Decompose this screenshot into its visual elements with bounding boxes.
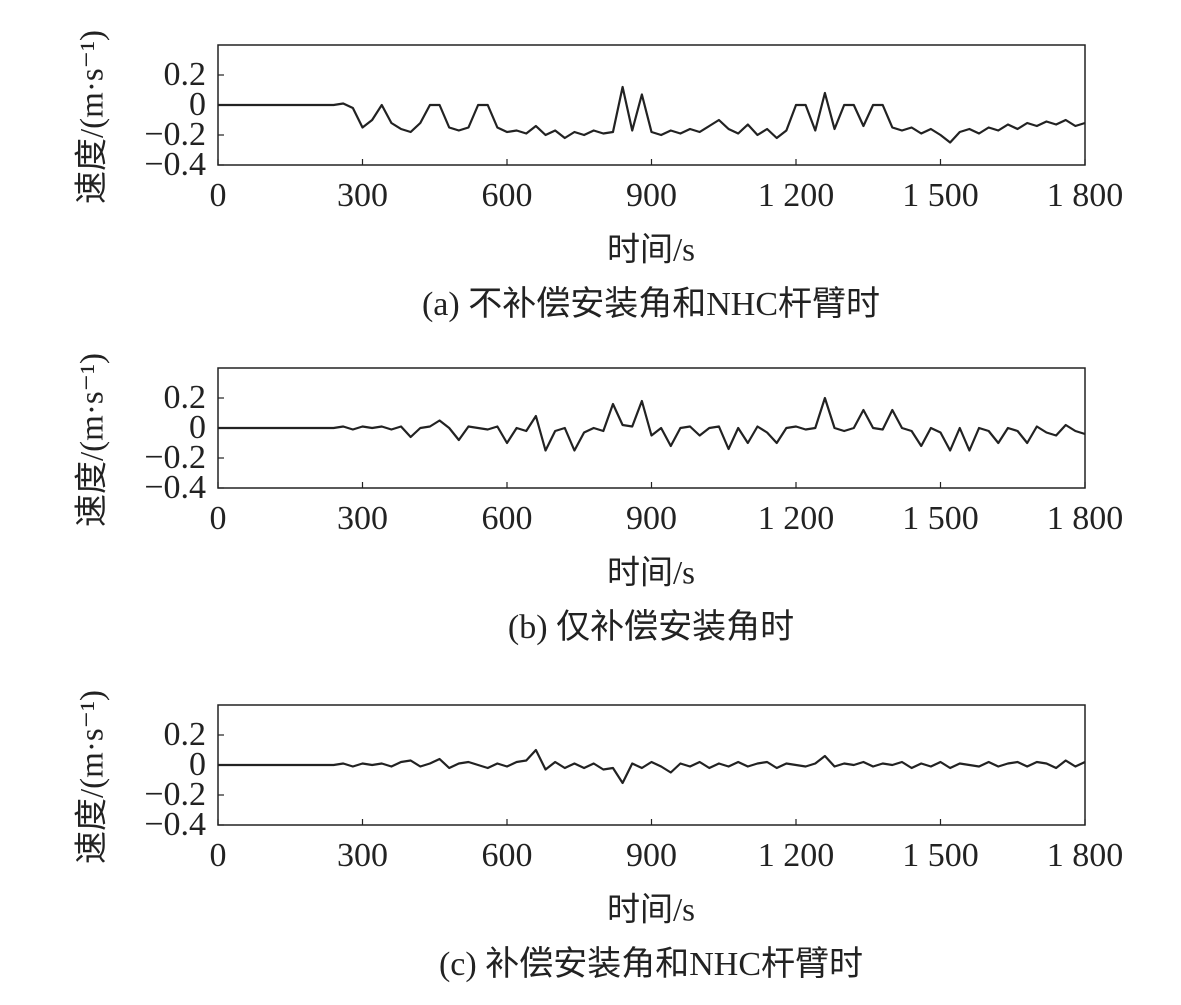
data-line <box>218 748 1086 785</box>
y-axis-label: 速度/(m·s⁻¹) <box>74 353 111 527</box>
x-tick-label: 1 200 <box>758 837 835 874</box>
caption: (c) 补偿安装角和NHC杆臂时 <box>439 945 863 983</box>
x-axis-label: 时间/s <box>607 556 695 592</box>
y-tick-label: 0 <box>189 86 206 123</box>
x-tick-label: 1 200 <box>758 500 835 537</box>
x-tick-label: 300 <box>337 500 388 537</box>
x-tick-label: 900 <box>626 177 677 214</box>
subplot: −0.4−0.200.20 300 600 900 1 200 1 500 1 800速度/… <box>74 353 1124 646</box>
x-tick-label: 300 <box>337 837 388 874</box>
y-axis-label: 速度/(m·s⁻¹) <box>74 30 111 204</box>
x-tick-label: 600 <box>482 837 533 874</box>
y-tick-label: 0.2 <box>164 379 207 416</box>
x-tick-label: 1 800 <box>1047 837 1124 874</box>
x-tick-label: 1 500 <box>902 837 979 874</box>
y-tick-label: 0 <box>189 746 206 783</box>
y-axis-label: 速度/(m·s⁻¹) <box>74 690 111 864</box>
subplot: −0.4−0.200.20 300 600 900 1 200 1 500 1 800速度/… <box>74 30 1124 323</box>
x-tick-label: 1 800 <box>1047 177 1124 214</box>
x-tick-label: 900 <box>626 837 677 874</box>
x-tick-label: 900 <box>626 500 677 537</box>
data-line <box>218 85 1086 144</box>
y-tick-label: −0.2 <box>144 439 206 476</box>
x-tick-label: 0 <box>210 500 227 537</box>
x-tick-label: 300 <box>337 177 388 214</box>
x-tick-label: 600 <box>482 177 533 214</box>
y-tick-label: 0.2 <box>164 56 207 93</box>
y-tick-label: −0.4 <box>144 469 206 506</box>
y-tick-label: −0.2 <box>144 776 206 813</box>
subplot: −0.4−0.200.20 300 600 900 1 200 1 500 1 800速度/… <box>74 690 1124 983</box>
x-axis-label: 时间/s <box>607 233 695 269</box>
data-line <box>218 396 1086 452</box>
x-tick-label: 600 <box>482 500 533 537</box>
x-tick-label: 1 200 <box>758 177 835 214</box>
caption: (b) 仅补偿安装角时 <box>508 608 794 646</box>
y-tick-label: 0 <box>189 409 206 446</box>
x-tick-label: 0 <box>210 837 227 874</box>
x-tick-label: 1 800 <box>1047 500 1124 537</box>
x-tick-label: 1 500 <box>902 177 979 214</box>
y-tick-label: 0.2 <box>164 716 207 753</box>
x-tick-label: 0 <box>210 177 227 214</box>
y-tick-label: −0.2 <box>144 116 206 153</box>
caption: (a) 不补偿安装角和NHC杆臂时 <box>422 285 880 323</box>
x-tick-label: 1 500 <box>902 500 979 537</box>
y-tick-label: −0.4 <box>144 806 206 843</box>
y-tick-label: −0.4 <box>144 146 206 183</box>
x-axis-label: 时间/s <box>607 893 695 929</box>
